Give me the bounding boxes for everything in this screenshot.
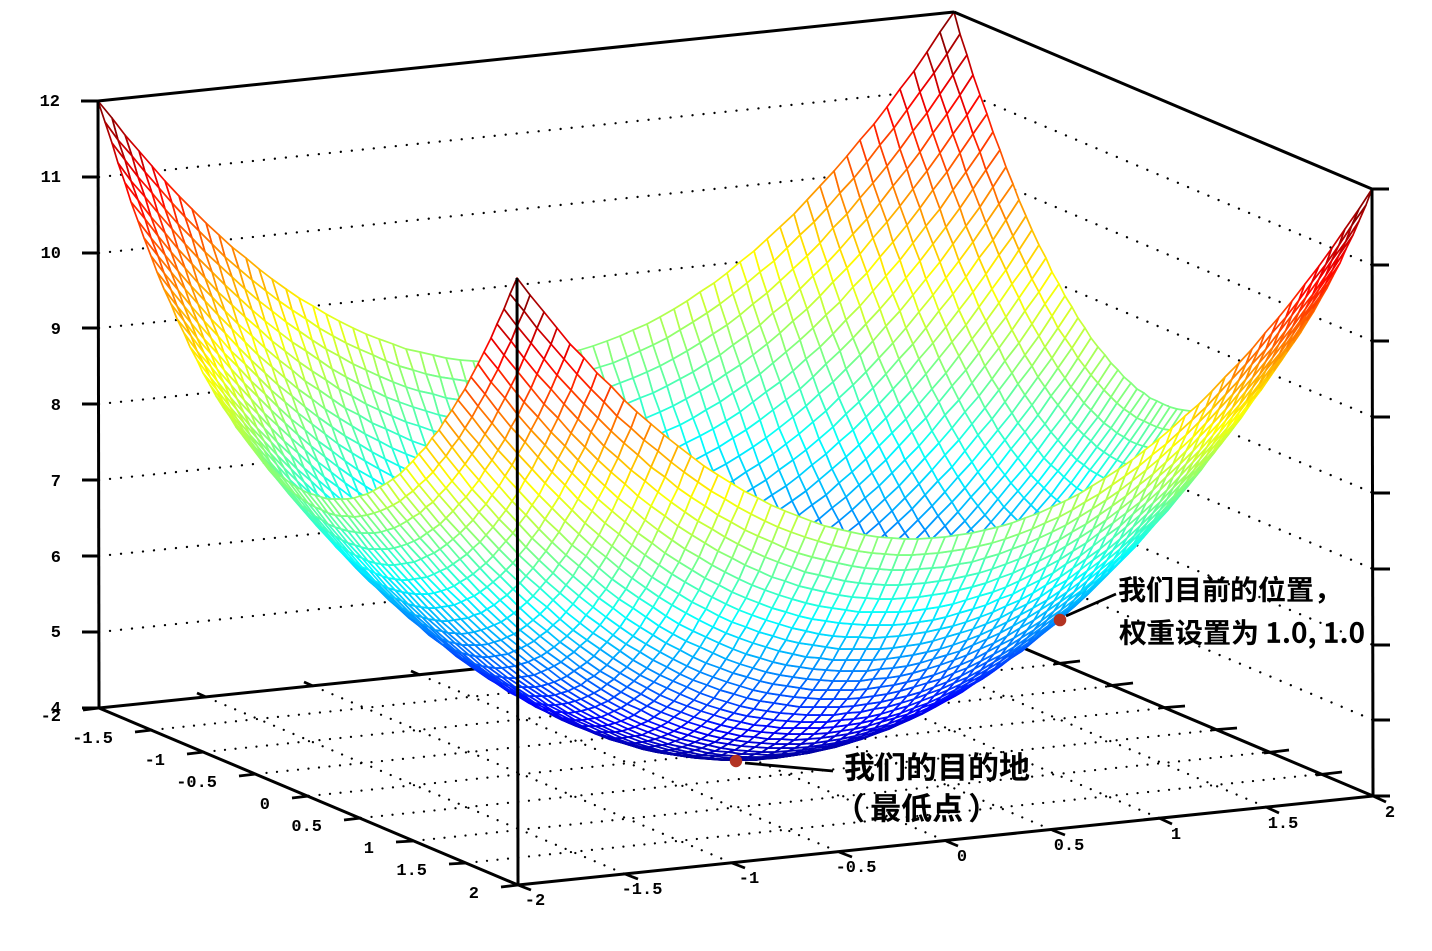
svg-text:1.5: 1.5 [396,862,427,881]
svg-text:2: 2 [1385,804,1395,823]
svg-text:0: 0 [260,796,270,815]
svg-text:7: 7 [51,473,61,492]
svg-text:0.5: 0.5 [1054,837,1085,856]
svg-text:10: 10 [41,245,61,264]
svg-text:0: 0 [957,848,967,867]
svg-text:-1: -1 [145,752,165,771]
svg-text:-1.5: -1.5 [622,881,663,900]
svg-text:1.5: 1.5 [1268,815,1299,834]
svg-text:8: 8 [51,397,61,416]
svg-text:11: 11 [41,169,61,188]
svg-text:0.5: 0.5 [291,818,322,837]
svg-text:1: 1 [364,840,374,859]
svg-text:12: 12 [40,93,60,112]
svg-text:-1: -1 [739,870,759,889]
svg-text:-0.5: -0.5 [836,859,877,878]
svg-text:-1.5: -1.5 [72,730,113,749]
svg-text:4: 4 [51,700,61,719]
svg-text:6: 6 [51,549,61,568]
svg-text:5: 5 [51,624,61,643]
svg-text:-2: -2 [41,708,61,727]
svg-text:1: 1 [1171,826,1181,845]
svg-text:2: 2 [469,885,479,904]
svg-text:-2: -2 [525,892,545,911]
svg-text:-0.5: -0.5 [176,774,217,793]
svg-text:9: 9 [51,321,61,340]
